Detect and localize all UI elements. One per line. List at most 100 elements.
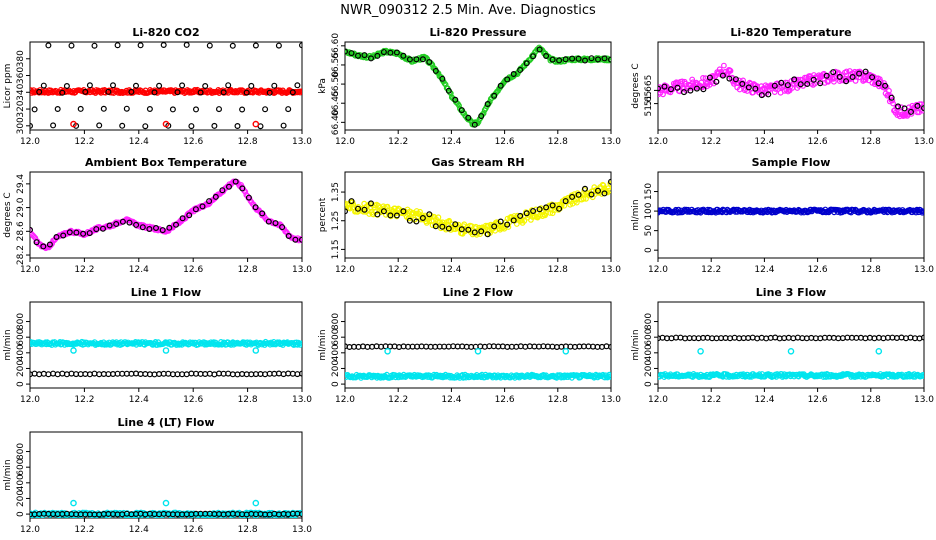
ambient-box-temperature-ambient-temperature-black-point: [66, 229, 73, 236]
li-820-co2-co2-reference-point: [280, 122, 287, 129]
li-820-co2-marks: [30, 42, 302, 130]
li-820-co2-co2-average-point: [299, 88, 302, 94]
li-820-co2-co2-reference-point: [114, 42, 121, 49]
li-820-pressure-y-axis-label: kPa: [318, 78, 328, 94]
li-820-temperature-temperature-point: [721, 62, 727, 69]
ambient-box-temperature-x-tick-label: 12.6: [183, 265, 203, 275]
li-820-co2-co2-reference-point: [137, 42, 144, 49]
li-820-co2-x-tick-label: 13.0: [292, 137, 312, 147]
li-820-temperature-temperature-black-point: [901, 105, 908, 112]
gas-stream-rh-rh-point: [600, 182, 607, 189]
li-820-temperature-temperature-black-point: [752, 85, 759, 92]
li-820-temperature-temperature-black-point: [758, 92, 765, 99]
li-820-temperature-temperature-black-point: [797, 81, 804, 88]
li-820-pressure-pressure-black-point: [543, 52, 550, 59]
line-4-lt-flow-outlier-point: [70, 499, 77, 507]
gas-stream-rh-rh-black-point: [608, 178, 611, 185]
li-820-temperature-temperature-black-point: [862, 68, 869, 75]
ambient-box-temperature-ambient-temperature-black-point: [252, 204, 259, 211]
gas-stream-rh-rh-black-point: [361, 206, 368, 213]
li-820-co2-co2-reference-point: [285, 106, 292, 113]
ambient-box-temperature-ambient-temperature-black-point: [186, 212, 193, 219]
li-820-co2-co2-reference-point: [30, 122, 33, 129]
sample-flow-sample-flow-point: [921, 208, 924, 215]
li-820-co2-co2-reference-point: [225, 82, 232, 89]
line-1-flow-line-1-flow-black-point: [31, 370, 38, 377]
gas-stream-rh-rh-black-point: [517, 212, 524, 219]
li-820-temperature-temperature-black-point: [823, 72, 830, 79]
line-1-flow-y-tick-label: 0: [16, 381, 26, 387]
li-820-pressure-pressure-black-point: [491, 92, 498, 99]
sample-flow-y-tick-label: 0: [644, 247, 654, 253]
line-4-lt-flow-marks: [30, 499, 302, 518]
li-820-temperature-temperature-black-point: [706, 74, 713, 81]
ambient-box-temperature-ambient-temperature-black-point: [199, 203, 206, 210]
li-820-pressure-pressure-black-point: [581, 57, 588, 64]
li-820-co2-co2-reference-point: [54, 105, 61, 112]
gas-stream-rh-rh-black-point: [374, 211, 381, 218]
line-2-flow-marks: [345, 343, 611, 381]
line-4-lt-flow-y-tick-label: 200: [16, 490, 26, 507]
gas-stream-rh-rh-point: [608, 181, 611, 188]
gas-stream-rh-rh-black-point: [355, 205, 362, 212]
gas-stream-rh-rh-point: [367, 201, 373, 208]
ambient-box-temperature-ambient-temperature-black-point: [119, 218, 126, 225]
line-2-flow-outlier-point: [384, 347, 391, 355]
li-820-co2-co2-reference-point: [36, 88, 43, 95]
li-820-pressure-x-tick-label: 12.4: [441, 137, 461, 147]
ambient-box-temperature-ambient-temperature-black-point: [133, 221, 140, 228]
ambient-box-temperature-ambient-temperature-black-point: [93, 226, 100, 233]
li-820-co2-co2-reference-point: [100, 105, 107, 112]
li-820-co2-y-tick-label: 340: [16, 83, 26, 100]
li-820-temperature-temperature-black-point: [882, 82, 889, 89]
line-2-flow-x-tick-label: 12.8: [548, 395, 568, 405]
gas-stream-rh-rh-black-point: [465, 226, 472, 233]
li-820-co2-co2-reference-point: [160, 42, 167, 48]
ambient-box-temperature-ambient-temperature-black-point: [299, 236, 302, 243]
line-4-lt-flow-y-tick-label: 0: [16, 511, 26, 517]
line-3-flow-outlier-point: [787, 347, 795, 355]
li-820-co2-co2-reference-point: [63, 82, 70, 89]
li-820-pressure-pressure-black-point: [556, 57, 563, 64]
li-820-pressure-pressure-black-point: [452, 96, 459, 103]
li-820-co2-co2-reference-point: [239, 106, 246, 113]
gas-stream-rh-rh-black-point: [575, 191, 582, 198]
li-820-co2-co2-reference-point: [31, 106, 38, 113]
li-820-co2-co2-reference-point: [262, 106, 269, 113]
ambient-box-temperature-ambient-temperature-black-point: [272, 220, 279, 227]
li-820-temperature-temperature-black-point: [817, 80, 824, 87]
ambient-box-temperature-ambient-temperature-black-point: [285, 233, 292, 240]
li-820-co2-co2-reference-point: [96, 122, 103, 129]
li-820-pressure-plot-frame: [344, 41, 612, 131]
gas-stream-rh-rh-black-point: [594, 187, 601, 194]
li-820-pressure-pressure-black-point: [432, 67, 439, 74]
gas-stream-rh-x-tick-label: 12.8: [548, 265, 568, 275]
ambient-box-temperature-ambient-temperature-black-point: [232, 178, 239, 185]
ambient-box-temperature-ambient-temperature-black-point: [279, 224, 286, 231]
gas-stream-rh-rh-point: [384, 203, 391, 210]
ambient-box-temperature-ambient-temperature-black-point: [245, 194, 252, 201]
line-3-flow-y-axis-label: ml/min: [631, 329, 641, 360]
ambient-box-temperature-y-tick-label: 28.2: [16, 245, 26, 265]
line-4-lt-flow-line-4-flow-black-point: [299, 511, 302, 518]
li-820-pressure-pressure-black-point: [536, 46, 543, 53]
line-4-lt-flow-y-axis-label: ml/min: [3, 459, 13, 490]
li-820-co2-co2-reference-point: [289, 89, 296, 96]
ambient-box-temperature-ambient-temperature-black-point: [113, 221, 120, 228]
li-820-pressure-pressure-black-point: [523, 60, 530, 67]
li-820-temperature-temperature-point: [890, 100, 896, 107]
li-820-temperature-panel: Li-820 Temperature degrees C 12.0 12.2 12.4 1…: [631, 26, 934, 147]
line-2-flow-line-2-flow-cyan-low-point: [554, 372, 561, 378]
li-820-pressure-x-tick-label: 12.6: [495, 137, 515, 147]
li-820-pressure-pressure-black-point: [575, 55, 582, 62]
li-820-pressure-pressure-black-point: [562, 56, 569, 63]
gas-stream-rh-panel: Gas Stream RH percent 12.0 12.2 12.4 12.6 12.8…: [318, 156, 621, 275]
li-820-temperature-temperature-black-point: [739, 80, 746, 87]
ambient-box-temperature-ambient-temperature-black-point: [60, 232, 67, 239]
li-820-co2-co2-reference-point: [50, 122, 57, 129]
gas-stream-rh-rh-black-point: [523, 210, 530, 217]
li-820-co2-co2-reference-point: [77, 105, 84, 112]
li-820-pressure-title: Li-820 Pressure: [430, 26, 527, 39]
